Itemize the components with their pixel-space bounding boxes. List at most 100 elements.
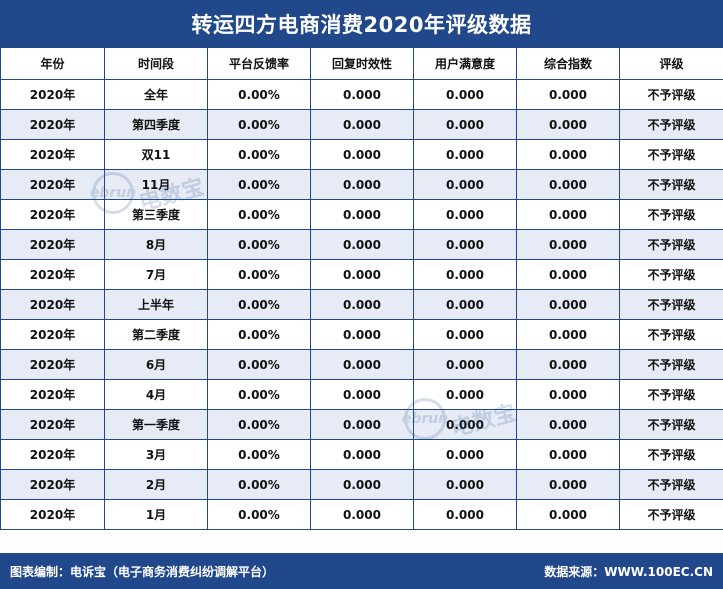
table-cell: 0.00% bbox=[207, 499, 311, 530]
table-cell: 2020年 bbox=[0, 139, 105, 170]
table-row: 2020年 6月 0.00% 0.000 0.000 0.000 不予评级 bbox=[0, 349, 723, 380]
footer-source: 数据来源：WWW.100EC.CN bbox=[544, 564, 713, 579]
column-header: 评级 bbox=[619, 47, 723, 80]
table-cell: 0.000 bbox=[516, 379, 620, 410]
table-cell: 不予评级 bbox=[619, 289, 723, 320]
table-cell: 0.000 bbox=[516, 469, 620, 500]
table-cell: 不予评级 bbox=[619, 109, 723, 140]
table-cell: 不予评级 bbox=[619, 229, 723, 260]
table-cell: 0.000 bbox=[310, 139, 414, 170]
table-cell: 8月 bbox=[104, 229, 208, 260]
table-cell: 0.000 bbox=[516, 139, 620, 170]
table-cell: 0.000 bbox=[516, 289, 620, 320]
table-cell: 0.000 bbox=[516, 319, 620, 350]
table-cell: 第二季度 bbox=[104, 319, 208, 350]
table-cell: 0.000 bbox=[413, 109, 517, 140]
table-row: 2020年 上半年 0.00% 0.000 0.000 0.000 不予评级 bbox=[0, 289, 723, 320]
table-cell: 2020年 bbox=[0, 199, 105, 230]
table-body: 2020年 全年 0.00% 0.000 0.000 0.000 不予评级 2020年 第四季度… bbox=[0, 79, 723, 530]
table-cell: 0.00% bbox=[207, 199, 311, 230]
table-cell: 0.000 bbox=[516, 349, 620, 380]
table-cell: 2020年 bbox=[0, 259, 105, 290]
table-cell: 0.000 bbox=[516, 109, 620, 140]
table-cell: 上半年 bbox=[104, 289, 208, 320]
table-cell: 0.000 bbox=[310, 109, 414, 140]
table-cell: 不予评级 bbox=[619, 319, 723, 350]
column-header: 时间段 bbox=[104, 47, 208, 80]
table-cell: 2020年 bbox=[0, 439, 105, 470]
table-cell: 0.000 bbox=[310, 439, 414, 470]
table-cell: 全年 bbox=[104, 79, 208, 110]
table-cell: 0.000 bbox=[310, 409, 414, 440]
table-cell: 2020年 bbox=[0, 349, 105, 380]
table-cell: 不予评级 bbox=[619, 439, 723, 470]
table-cell: 不予评级 bbox=[619, 499, 723, 530]
table-cell: 0.000 bbox=[413, 469, 517, 500]
table-cell: 第一季度 bbox=[104, 409, 208, 440]
table-cell: 0.000 bbox=[413, 499, 517, 530]
footer-credit: 图表编制：电诉宝（电子商务消费纠纷调解平台） bbox=[10, 564, 275, 579]
table-cell: 不予评级 bbox=[619, 79, 723, 110]
rating-table: 年份 时间段 平台反馈率 回复时效性 用户满意度 综合指数 评级 2020年 全年 0.00% 0… bbox=[0, 47, 723, 530]
table-cell: 0.00% bbox=[207, 229, 311, 260]
table-cell: 不予评级 bbox=[619, 409, 723, 440]
table-cell: 0.000 bbox=[310, 349, 414, 380]
table-cell: 0.000 bbox=[310, 259, 414, 290]
table-cell: 6月 bbox=[104, 349, 208, 380]
table-cell: 11月 bbox=[104, 169, 208, 200]
table-row: 2020年 1月 0.00% 0.000 0.000 0.000 不予评级 bbox=[0, 499, 723, 530]
column-header: 用户满意度 bbox=[413, 47, 517, 80]
table-cell: 0.00% bbox=[207, 289, 311, 320]
table-cell: 0.000 bbox=[516, 79, 620, 110]
table-header-row: 年份 时间段 平台反馈率 回复时效性 用户满意度 综合指数 评级 bbox=[0, 47, 723, 80]
table-cell: 2020年 bbox=[0, 169, 105, 200]
table-cell: 0.000 bbox=[516, 259, 620, 290]
table-cell: 1月 bbox=[104, 499, 208, 530]
table-cell: 2020年 bbox=[0, 499, 105, 530]
table-cell: 0.000 bbox=[413, 319, 517, 350]
table-cell: 0.000 bbox=[516, 409, 620, 440]
table-cell: 不予评级 bbox=[619, 379, 723, 410]
table-cell: 0.000 bbox=[516, 499, 620, 530]
footer-bar: 图表编制：电诉宝（电子商务消费纠纷调解平台） 数据来源：WWW.100EC.CN bbox=[0, 553, 723, 589]
table-cell: 不予评级 bbox=[619, 469, 723, 500]
table-row: 2020年 8月 0.00% 0.000 0.000 0.000 不予评级 bbox=[0, 229, 723, 260]
column-header: 综合指数 bbox=[516, 47, 620, 80]
table-row: 2020年 2月 0.00% 0.000 0.000 0.000 不予评级 bbox=[0, 469, 723, 500]
page-title: 转运四方电商消费2020年评级数据 bbox=[0, 0, 723, 47]
table-cell: 不予评级 bbox=[619, 349, 723, 380]
column-header: 年份 bbox=[0, 47, 105, 80]
table-cell: 2020年 bbox=[0, 319, 105, 350]
table-cell: 7月 bbox=[104, 259, 208, 290]
table-cell: 0.000 bbox=[310, 199, 414, 230]
table-cell: 0.00% bbox=[207, 439, 311, 470]
table-cell: 双11 bbox=[104, 139, 208, 170]
table-cell: 0.000 bbox=[310, 379, 414, 410]
table-cell: 0.000 bbox=[516, 169, 620, 200]
table-cell: 0.00% bbox=[207, 169, 311, 200]
table-cell: 0.00% bbox=[207, 319, 311, 350]
table-cell: 2020年 bbox=[0, 229, 105, 260]
table-row: 2020年 11月 0.00% 0.000 0.000 0.000 不予评级 bbox=[0, 169, 723, 200]
table-cell: 0.000 bbox=[310, 79, 414, 110]
table-row: 2020年 全年 0.00% 0.000 0.000 0.000 不予评级 bbox=[0, 79, 723, 110]
table-cell: 2020年 bbox=[0, 79, 105, 110]
table-cell: 不予评级 bbox=[619, 199, 723, 230]
table-cell: 0.000 bbox=[310, 319, 414, 350]
table-cell: 0.000 bbox=[413, 409, 517, 440]
table-cell: 0.000 bbox=[310, 229, 414, 260]
table-row: 2020年 3月 0.00% 0.000 0.000 0.000 不予评级 bbox=[0, 439, 723, 470]
table-row: 2020年 第三季度 0.00% 0.000 0.000 0.000 不予评级 bbox=[0, 199, 723, 230]
table-cell: 2020年 bbox=[0, 379, 105, 410]
table-cell: 2020年 bbox=[0, 289, 105, 320]
table-row: 2020年 第一季度 0.00% 0.000 0.000 0.000 不予评级 bbox=[0, 409, 723, 440]
table-cell: 0.000 bbox=[413, 199, 517, 230]
table-cell: 0.00% bbox=[207, 259, 311, 290]
table-cell: 0.000 bbox=[516, 229, 620, 260]
table-cell: 2月 bbox=[104, 469, 208, 500]
table-cell: 0.00% bbox=[207, 469, 311, 500]
table-cell: 0.000 bbox=[413, 169, 517, 200]
table-cell: 0.000 bbox=[413, 139, 517, 170]
table-cell: 0.00% bbox=[207, 79, 311, 110]
table-row: 2020年 7月 0.00% 0.000 0.000 0.000 不予评级 bbox=[0, 259, 723, 290]
